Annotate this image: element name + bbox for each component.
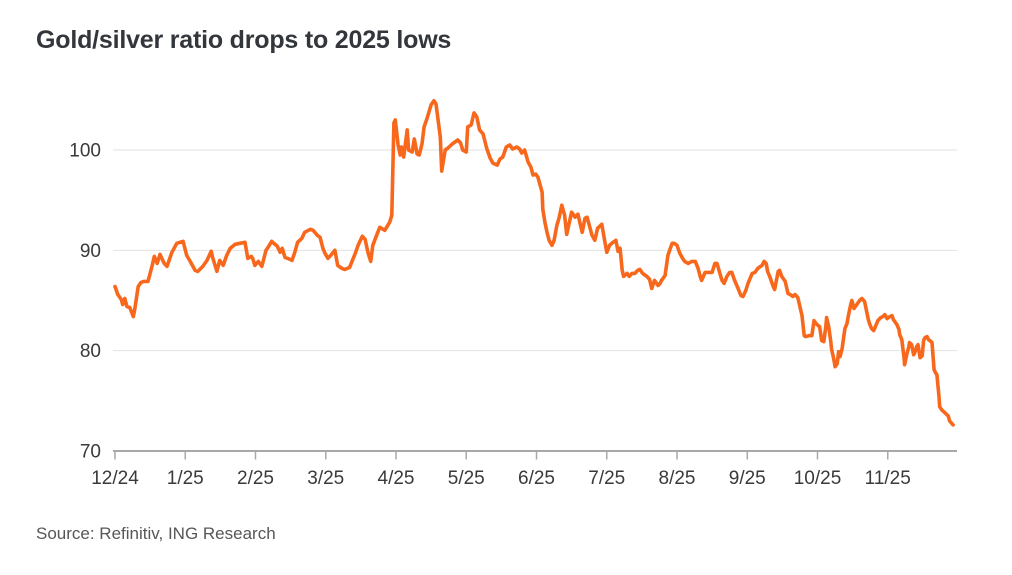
- x-tick-label: 5/25: [448, 468, 485, 489]
- y-tick-label: 90: [80, 241, 101, 262]
- ratio-line: [113, 99, 955, 427]
- y-tick-label: 80: [80, 341, 101, 362]
- x-tick-label: 11/25: [865, 468, 911, 489]
- x-tick-label: 7/25: [588, 468, 625, 489]
- x-tick-label: 9/25: [729, 468, 766, 489]
- x-tick-label: 12/24: [91, 468, 139, 489]
- y-tick-label: 70: [80, 442, 101, 463]
- chart-title: Gold/silver ratio drops to 2025 lows: [36, 26, 452, 54]
- x-tick-label: 10/25: [794, 468, 842, 489]
- x-tick-label: 8/25: [659, 468, 696, 489]
- source-text: Source: Refinitiv, ING Research: [36, 524, 276, 543]
- x-tick-label: 3/25: [307, 468, 344, 489]
- y-tick-label: 100: [69, 141, 101, 162]
- x-tick-label: 2/25: [237, 468, 274, 489]
- x-tick-label: 4/25: [378, 468, 415, 489]
- x-tick-label: 6/25: [518, 468, 555, 489]
- x-tick-label: 1/25: [167, 468, 204, 489]
